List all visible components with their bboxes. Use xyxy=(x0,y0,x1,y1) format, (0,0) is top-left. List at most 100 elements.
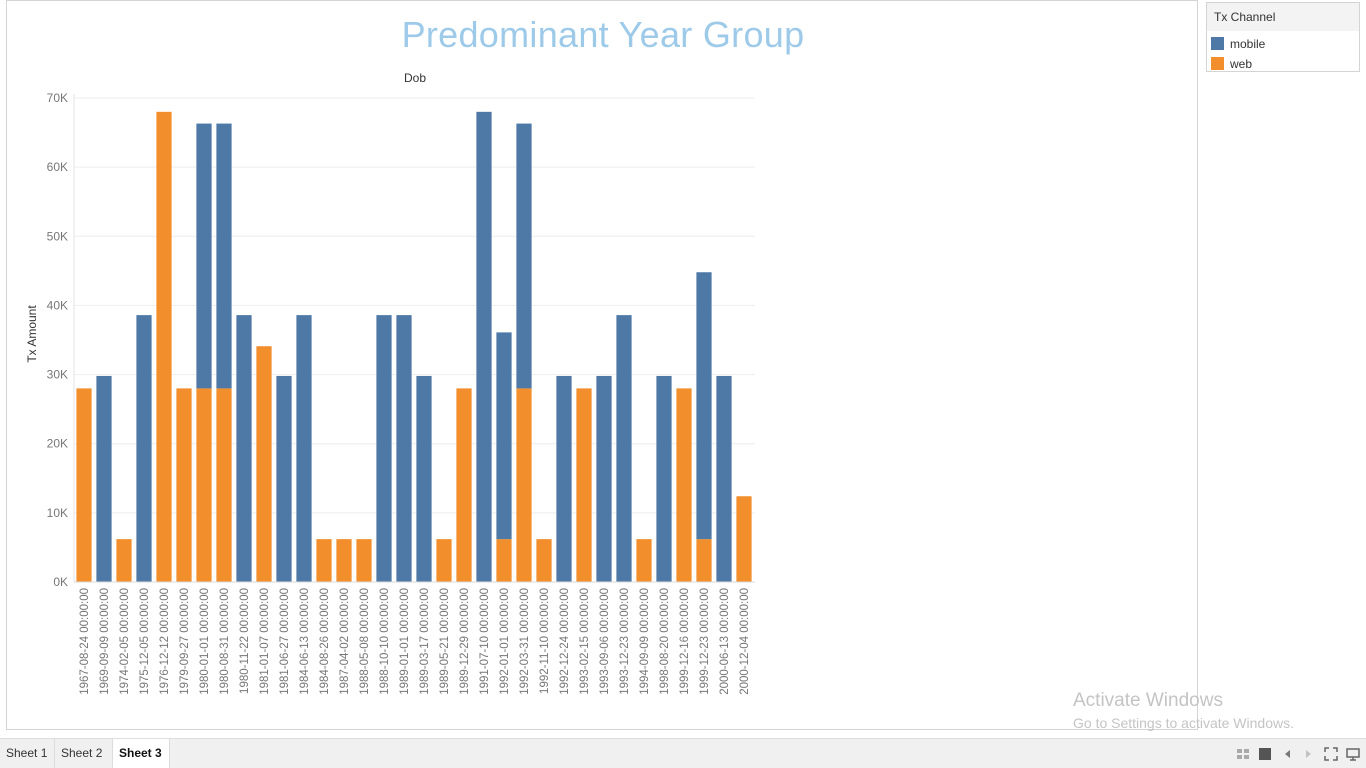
watermark-title: Activate Windows xyxy=(1073,690,1223,711)
bar-web[interactable] xyxy=(256,346,272,582)
x-tick-label: 1989-01-01 00:00:00 xyxy=(399,588,411,695)
x-tick-label: 1989-05-21 00:00:00 xyxy=(439,588,451,695)
fit-view-icon[interactable] xyxy=(1324,747,1338,761)
gridlines xyxy=(74,97,755,583)
legend-item-mobile[interactable]: mobile xyxy=(1211,36,1265,52)
x-tick-label: 1981-06-27 00:00:00 xyxy=(279,588,291,695)
bar-mobile[interactable] xyxy=(136,315,152,582)
bar-web[interactable] xyxy=(116,539,132,582)
bar-mobile[interactable] xyxy=(396,315,412,582)
bar-web[interactable] xyxy=(316,539,332,582)
bar-mobile[interactable] xyxy=(556,375,572,582)
chart-title: Predominant Year Group xyxy=(401,14,805,55)
legend-swatch-web xyxy=(1211,57,1224,70)
tab-sheet-2[interactable]: Sheet 2 xyxy=(55,739,113,768)
bar-mobile[interactable] xyxy=(696,272,712,540)
show-sheet-sorter-icon[interactable] xyxy=(1236,747,1250,761)
x-tick-label: 1999-12-16 00:00:00 xyxy=(679,588,691,695)
bar-mobile[interactable] xyxy=(716,375,732,582)
legend-label-web: web xyxy=(1230,57,1253,71)
sheet-tab-bar: Sheet 1 Sheet 2 Sheet 3 xyxy=(0,738,1366,768)
x-tick-label: 1974-02-05 00:00:00 xyxy=(119,588,131,695)
x-axis: 1967-08-24 00:00:00 1969-09-09 00:00:00 19… xyxy=(74,581,755,695)
activate-windows-watermark: Activate Windows Go to Settings to activ… xyxy=(1073,690,1294,731)
bar-web[interactable] xyxy=(336,539,352,582)
x-tick-label: 1993-09-06 00:00:00 xyxy=(599,588,611,695)
x-tick-label: 1967-08-24 00:00:00 xyxy=(79,588,91,695)
bar-web[interactable] xyxy=(736,496,752,582)
bar-web[interactable] xyxy=(196,388,212,582)
y-tick-label: 20K xyxy=(47,437,68,451)
bar-mobile[interactable] xyxy=(496,332,512,540)
tab-sheet-1[interactable]: Sheet 1 xyxy=(0,739,55,768)
y-tick-label: 10K xyxy=(47,506,68,520)
bar-web[interactable] xyxy=(356,539,372,582)
bar-mobile[interactable] xyxy=(196,123,212,389)
presentation-mode-icon[interactable] xyxy=(1346,747,1360,761)
bar-mobile[interactable] xyxy=(376,315,392,582)
x-tick-label: 1980-11-22 00:00:00 xyxy=(239,588,251,694)
x-tick-label: 2000-12-04 00:00:00 xyxy=(739,588,751,695)
bar-web[interactable] xyxy=(76,388,92,582)
x-tick-label: 1976-12-12 00:00:00 xyxy=(159,588,171,695)
x-tick-label: 1975-12-05 00:00:00 xyxy=(139,588,151,695)
x-tick-label: 1992-03-31 00:00:00 xyxy=(519,588,531,695)
bar-web[interactable] xyxy=(216,388,232,582)
y-tick-label: 70K xyxy=(47,91,68,105)
bar-web[interactable] xyxy=(176,388,192,582)
x-tick-label: 1992-11-10 00:00:00 xyxy=(539,588,551,694)
bar-web[interactable] xyxy=(516,388,532,582)
x-tick-label: 1980-08-31 00:00:00 xyxy=(219,588,231,695)
bar-marks xyxy=(76,111,752,582)
x-tick-label: 1969-09-09 00:00:00 xyxy=(99,588,111,695)
bar-web[interactable] xyxy=(456,388,472,582)
next-sheet-icon[interactable] xyxy=(1301,747,1315,761)
bar-web[interactable] xyxy=(496,539,512,582)
legend-label-mobile: mobile xyxy=(1230,37,1266,51)
legend-item-web[interactable]: web xyxy=(1211,56,1252,72)
bar-mobile[interactable] xyxy=(616,315,632,582)
legend-swatch-mobile xyxy=(1211,37,1224,50)
x-tick-label: 1989-03-17 00:00:00 xyxy=(419,588,431,695)
x-tick-label: 1981-01-07 00:00:00 xyxy=(259,588,271,695)
previous-sheet-icon[interactable] xyxy=(1281,747,1295,761)
y-tick-label: 50K xyxy=(47,229,68,243)
bar-web[interactable] xyxy=(676,388,692,582)
x-tick-label: 1993-12-23 00:00:00 xyxy=(619,588,631,695)
bar-mobile[interactable] xyxy=(656,375,672,582)
x-tick-label: 1992-01-01 00:00:00 xyxy=(499,588,511,695)
bar-web[interactable] xyxy=(576,388,592,582)
x-tick-label: 1979-09-27 00:00:00 xyxy=(179,588,191,695)
x-tick-label: 1993-02-15 00:00:00 xyxy=(579,588,591,695)
bar-web[interactable] xyxy=(696,539,712,582)
x-tick-label: 1987-04-02 00:00:00 xyxy=(339,588,351,695)
legend-card[interactable]: Tx Channel mobile web xyxy=(1206,2,1360,72)
show-filmstrip-icon[interactable] xyxy=(1258,747,1272,761)
bar-mobile[interactable] xyxy=(296,315,312,582)
bar-web[interactable] xyxy=(536,539,552,582)
x-tick-label: 1994-09-09 00:00:00 xyxy=(639,588,651,695)
bar-mobile[interactable] xyxy=(516,123,532,389)
x-tick-label: 1988-05-08 00:00:00 xyxy=(359,588,371,695)
bar-web[interactable] xyxy=(436,539,452,582)
bar-mobile[interactable] xyxy=(476,111,492,582)
bar-mobile[interactable] xyxy=(216,123,232,389)
bar-web[interactable] xyxy=(156,111,172,582)
y-tick-label: 60K xyxy=(47,160,68,174)
x-tick-label: 1991-07-10 00:00:00 xyxy=(479,588,491,695)
bar-mobile[interactable] xyxy=(596,375,612,582)
bar-mobile[interactable] xyxy=(236,315,252,582)
y-tick-label: 40K xyxy=(47,298,68,312)
x-tick-label: 2000-06-13 00:00:00 xyxy=(719,588,731,695)
bar-mobile[interactable] xyxy=(416,375,432,582)
x-tick-label: 1984-08-26 00:00:00 xyxy=(319,588,331,695)
x-tick-label: 1984-06-13 00:00:00 xyxy=(299,588,311,695)
y-axis: 0K 10K 20K 30K 40K 50K 60K 70K xyxy=(47,91,75,589)
bar-mobile[interactable] xyxy=(276,375,292,582)
bar-mobile[interactable] xyxy=(96,375,112,582)
y-axis-title: Tx Amount xyxy=(25,305,39,363)
watermark-subtitle: Go to Settings to activate Windows. xyxy=(1073,715,1294,731)
tab-sheet-3[interactable]: Sheet 3 xyxy=(113,739,170,768)
bar-web[interactable] xyxy=(636,539,652,582)
x-tick-label: 1980-01-01 00:00:00 xyxy=(199,588,211,695)
